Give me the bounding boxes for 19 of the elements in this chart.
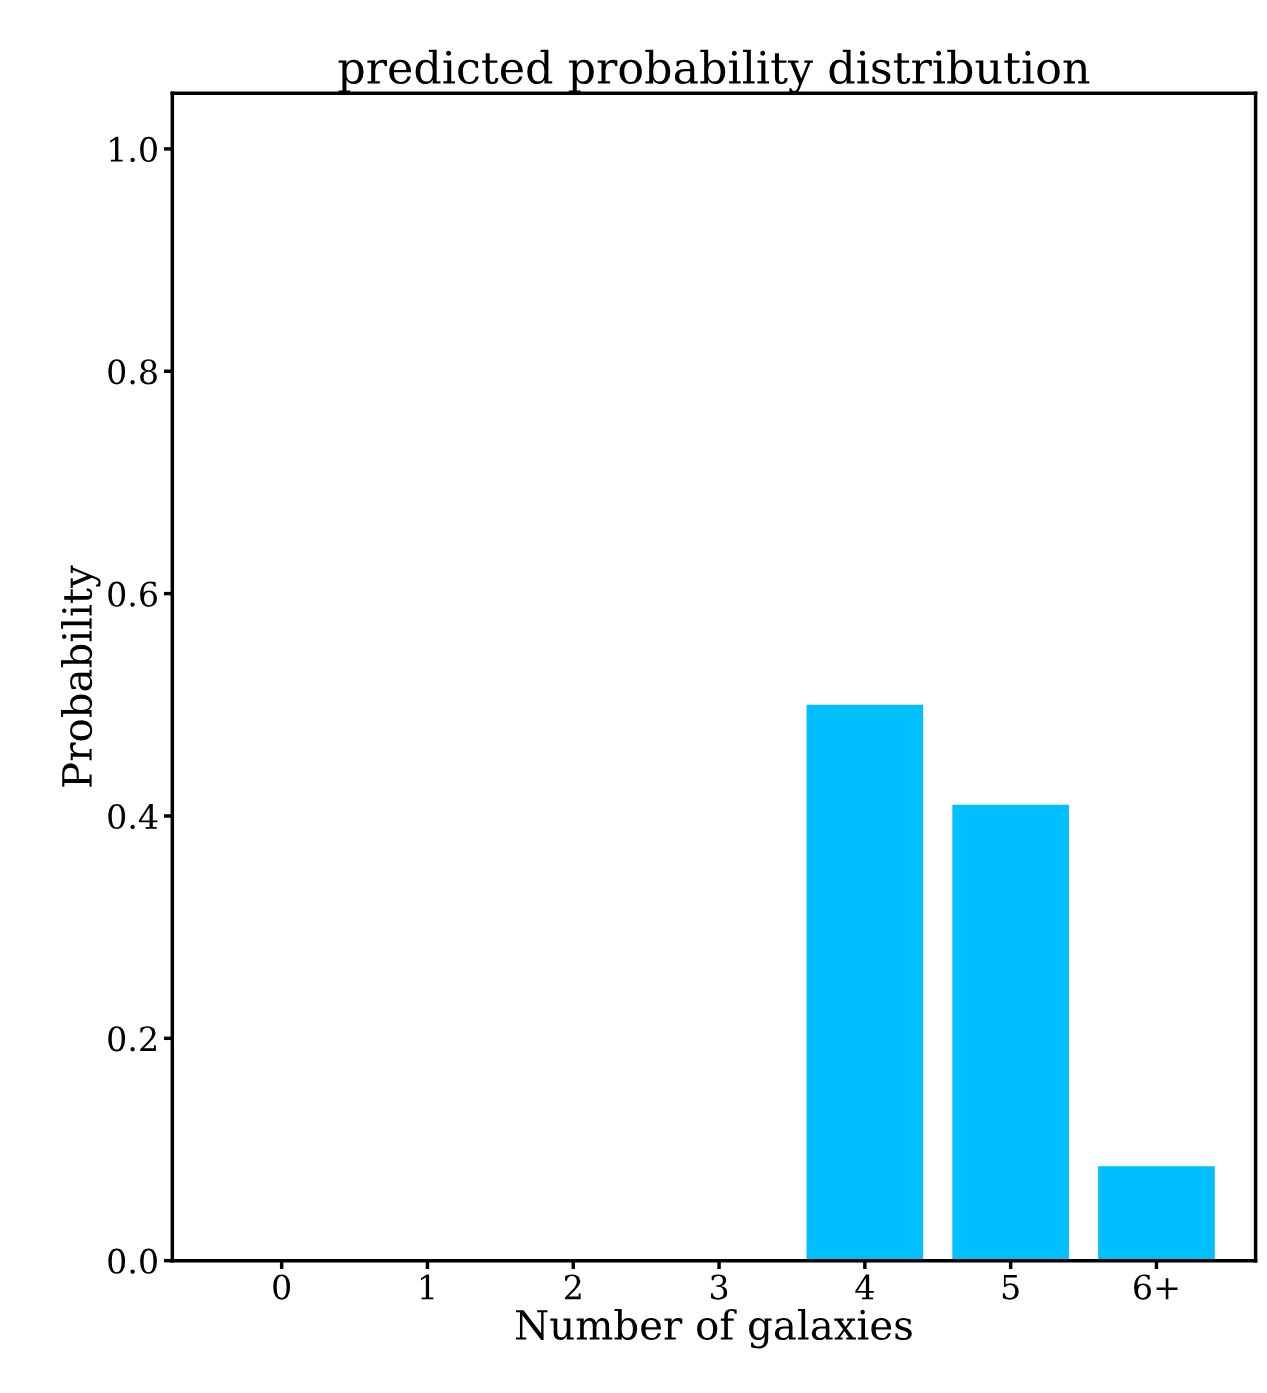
y-tick-label: 1.0	[110, 136, 157, 163]
y-axis-title: Probability	[61, 565, 101, 787]
x-tick-label: 5	[1002, 1274, 1019, 1300]
bar	[806, 704, 924, 1261]
x-tick-label: 0	[273, 1274, 291, 1300]
y-tick-label: 0.0	[108, 1248, 157, 1274]
x-axis-title: Number of galaxies	[516, 1308, 912, 1349]
bar	[952, 804, 1069, 1261]
y-tick-label: 0.6	[108, 581, 158, 607]
y-tick-label: 0.2	[108, 1026, 156, 1052]
x-tick-label: 2	[564, 1274, 581, 1300]
chart-title: predicted probability distribution	[338, 49, 1090, 94]
y-tick-label: 0.4	[108, 803, 158, 830]
x-tick-label: 4	[855, 1274, 874, 1300]
y-tick-label: 0.8	[108, 359, 157, 385]
x-tick-label: 1	[420, 1274, 434, 1300]
x-tick-label: 3	[710, 1274, 728, 1300]
x-tick-label: 6+	[1134, 1274, 1178, 1300]
bar	[1098, 1166, 1215, 1261]
